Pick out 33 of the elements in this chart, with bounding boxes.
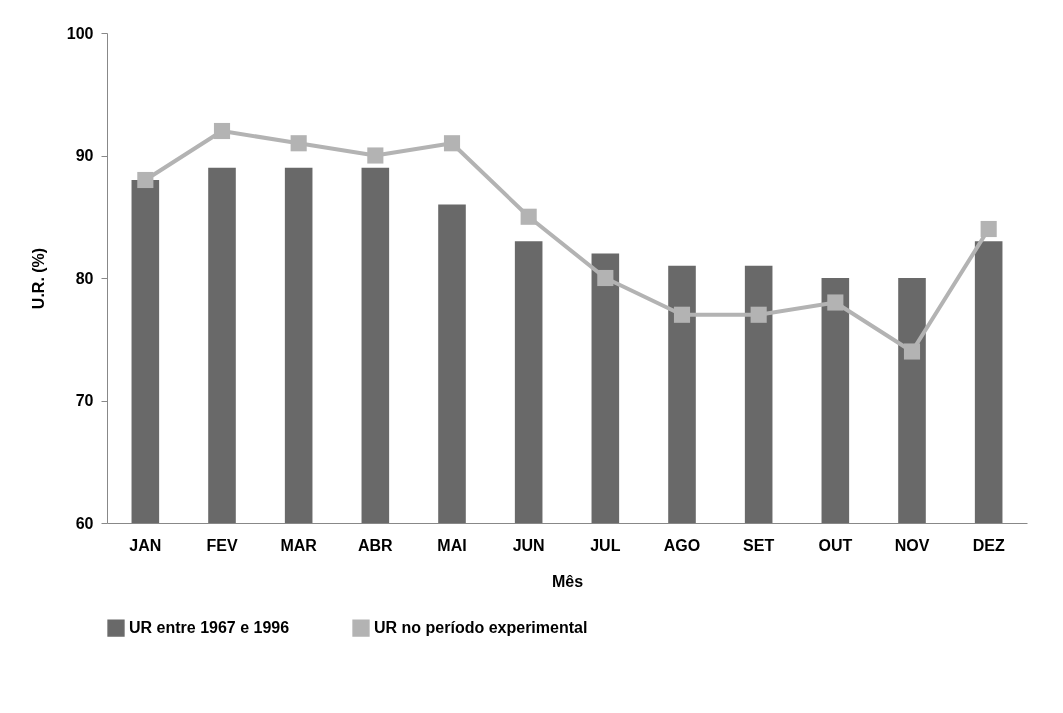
point <box>137 171 154 189</box>
x-tick-label: MAI <box>437 536 467 554</box>
x-tick-label: MAR <box>280 536 318 554</box>
point <box>367 147 384 164</box>
legend-label: UR no período experimental <box>374 619 588 637</box>
x-tick-label: JUN <box>512 536 545 554</box>
x-tick-label: FEV <box>206 536 238 554</box>
point <box>597 269 614 287</box>
point <box>903 343 921 360</box>
point <box>520 208 537 225</box>
x-axis-title: Mês <box>551 572 584 590</box>
y-tick-label: 60 <box>75 514 94 532</box>
x-tick-label: NOV <box>894 536 930 554</box>
y-axis-title: U.R. (%) <box>29 247 47 310</box>
x-tick-label: JAN <box>129 536 162 554</box>
point <box>290 135 307 152</box>
y-tick-label: 100 <box>66 24 94 42</box>
x-tick-label: SET <box>743 536 775 554</box>
point <box>673 306 691 323</box>
x-tick-label: DEZ <box>972 536 1005 554</box>
x-tick-label: AGO <box>663 536 701 554</box>
point <box>213 122 231 140</box>
y-tick-label: 70 <box>75 392 94 409</box>
point <box>750 306 767 323</box>
y-tick-label: 80 <box>75 269 94 287</box>
point <box>443 135 461 152</box>
legend-label: UR entre 1967 e 1996 <box>129 619 290 637</box>
x-tick-label: OUT <box>818 536 853 554</box>
x-tick-label: ABR <box>358 536 394 554</box>
y-tick-label: 90 <box>75 147 94 164</box>
x-tick-label: JUL <box>590 536 621 554</box>
point <box>827 294 844 311</box>
point <box>980 220 997 238</box>
